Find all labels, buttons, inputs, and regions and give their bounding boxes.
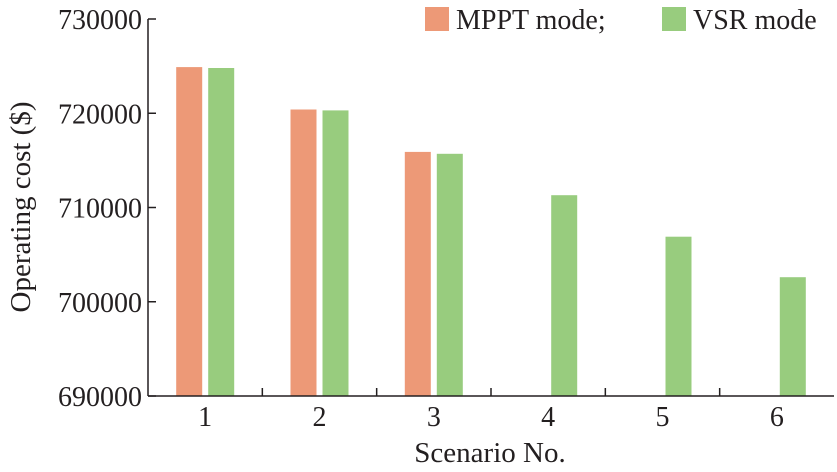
- x-tick-label: 5: [656, 402, 670, 433]
- legend-label-mppt: MPPT mode;: [456, 5, 606, 36]
- axes-group: [147, 19, 834, 397]
- x-tick-label: 4: [541, 402, 555, 433]
- bar-vsr-scenario-6: [779, 277, 806, 396]
- x-tick-label: 3: [427, 402, 441, 433]
- legend-label-vsr: VSR mode: [693, 5, 817, 36]
- bar-vsr-scenario-4: [551, 195, 578, 396]
- y-tick-label: 690000: [58, 382, 142, 413]
- y-axis-title: Operating cost ($): [5, 102, 37, 313]
- legend-swatch-mppt: [425, 7, 449, 31]
- legend: MPPT mode; VSR mode: [425, 5, 817, 36]
- bar-vsr-scenario-1: [208, 68, 235, 396]
- y-tick-label: 700000: [58, 288, 142, 319]
- y-tick-label: 720000: [58, 99, 142, 130]
- bar-vsr-scenario-5: [665, 236, 692, 396]
- bar-vsr-scenario-2: [322, 110, 349, 397]
- x-tick-label: 1: [198, 402, 212, 433]
- bar-vsr-scenario-3: [436, 153, 463, 396]
- bar-mppt-scenario-3: [404, 151, 431, 396]
- bars-group: [176, 67, 806, 397]
- ticks-group: 690000 700000 710000 720000 730000 1 2 3 4 5 6: [58, 5, 784, 433]
- y-tick-label: 730000: [58, 5, 142, 36]
- x-tick-label: 2: [313, 402, 327, 433]
- legend-swatch-vsr: [662, 7, 686, 31]
- x-tick-label: 6: [770, 402, 784, 433]
- bar-mppt-scenario-2: [290, 109, 317, 396]
- x-axis-title: Scenario No.: [414, 437, 565, 469]
- bar-mppt-scenario-1: [176, 67, 203, 396]
- y-tick-label: 710000: [58, 194, 142, 225]
